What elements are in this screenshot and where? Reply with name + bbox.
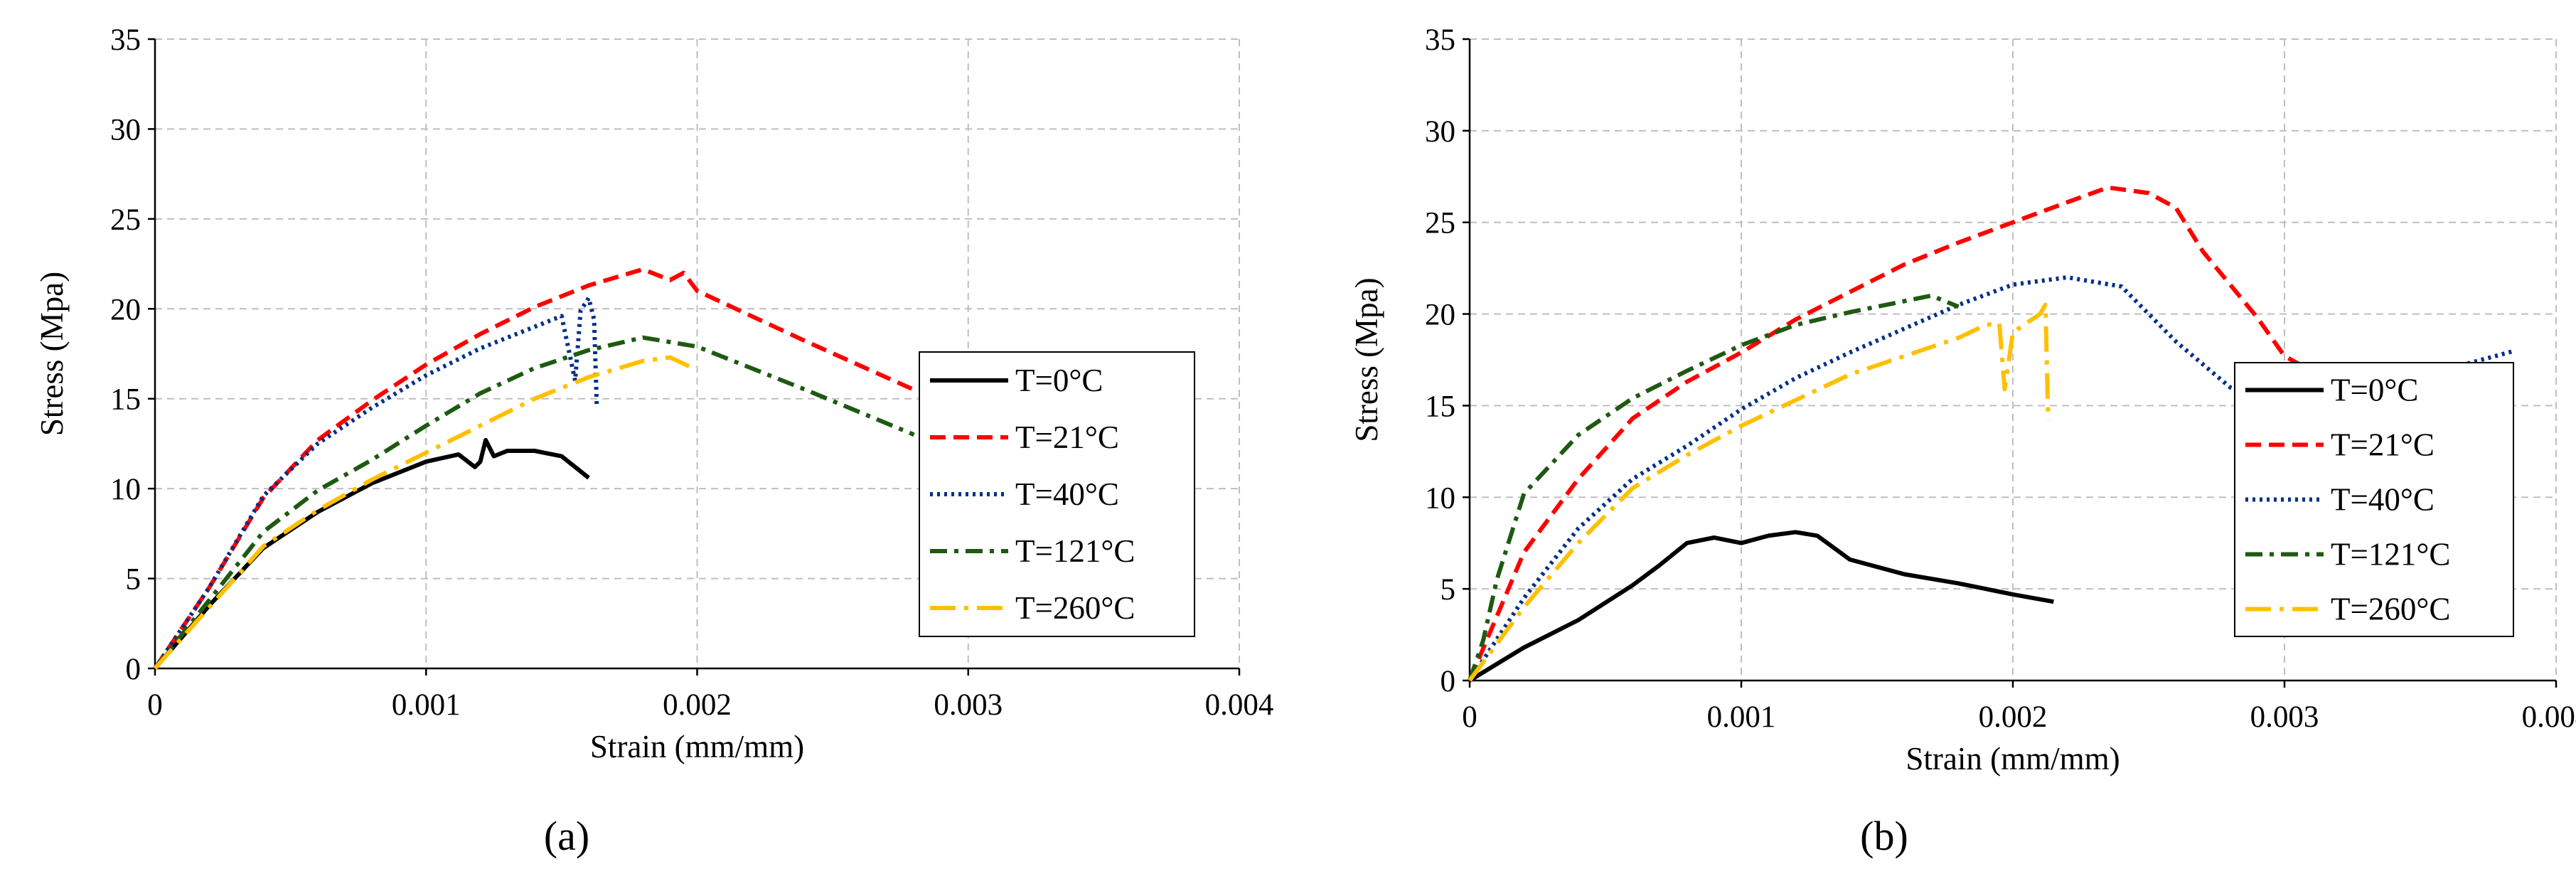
series-line-t-260-c	[153, 355, 698, 670]
series-line-t-121-c	[153, 335, 915, 670]
y-tick-label: 30	[110, 113, 141, 146]
y-tick-label: 20	[110, 293, 141, 326]
legend-label: T=0°C	[2331, 373, 2418, 408]
series-line-t-21-c	[153, 267, 915, 670]
y-tick-label: 25	[1425, 207, 1455, 240]
panel-label: (a)	[544, 813, 589, 859]
x-tick-label: 0.002	[663, 688, 732, 722]
y-tick-label: 5	[126, 563, 141, 597]
series-line-t-0-c	[153, 437, 590, 670]
x-tick-label: 0.001	[392, 688, 461, 722]
x-tick-label: 0.001	[1707, 700, 1776, 734]
y-tick-label: 5	[1441, 573, 1456, 607]
y-axis-title: Stress (Mpa)	[34, 272, 70, 436]
x-axis-title: Strain (mm/mm)	[1906, 741, 2120, 777]
legend-label: T=40°C	[2331, 482, 2435, 518]
y-tick-label: 15	[1425, 390, 1455, 423]
legend-label: T=21°C	[1015, 420, 1119, 455]
legend-label: T=121°C	[2331, 537, 2450, 572]
series-line-t-40-c	[153, 296, 599, 670]
legend-label: T=21°C	[2331, 427, 2435, 463]
x-tick-label: 0	[1462, 700, 1477, 734]
x-tick-label: 0.004	[2522, 700, 2576, 734]
series-line-t-260-c	[1468, 302, 2051, 682]
series-line-t-0-c	[1468, 530, 2054, 683]
x-tick-label: 0.002	[1979, 700, 2048, 734]
x-tick-label: 0.004	[1205, 688, 1274, 722]
legend-label: T=260°C	[1015, 590, 1135, 626]
y-tick-label: 35	[110, 23, 141, 57]
panel-label: (b)	[1860, 813, 1908, 859]
legend-box	[919, 351, 1195, 637]
y-tick-label: 0	[1441, 665, 1456, 698]
legend-label: T=121°C	[1015, 533, 1135, 569]
legend-label: T=260°C	[2331, 592, 2450, 627]
x-tick-label: 0.003	[2250, 700, 2319, 734]
y-tick-label: 10	[1425, 481, 1455, 515]
x-tick-label: 0	[147, 688, 163, 722]
chart-panel-a: 0 5 10 15 20 25 30 35 0 0.001 0.002 0.003 0.004 Strai…	[34, 23, 1273, 859]
y-tick-label: 35	[1425, 23, 1455, 57]
legend-label: T=0°C	[1015, 363, 1103, 398]
y-tick-label: 30	[1425, 115, 1455, 149]
x-tick-label: 0.003	[934, 688, 1003, 722]
series-line-t-21-c	[1468, 185, 2313, 682]
y-tick-label: 20	[1425, 299, 1455, 332]
legend-label: T=40°C	[1015, 476, 1119, 512]
chart-panel-b: 0 5 10 15 20 25 30 35 0 0.001 0.002 0.003 0.004 Strai…	[1349, 23, 2576, 859]
y-tick-label: 15	[110, 383, 141, 417]
y-tick-label: 0	[126, 653, 141, 686]
y-tick-label: 10	[110, 473, 141, 506]
y-axis-title: Stress (Mpa)	[1349, 277, 1384, 442]
series-line-t-121-c	[1468, 293, 1960, 681]
y-tick-label: 25	[110, 203, 141, 237]
x-axis-title: Strain (mm/mm)	[590, 729, 804, 764]
